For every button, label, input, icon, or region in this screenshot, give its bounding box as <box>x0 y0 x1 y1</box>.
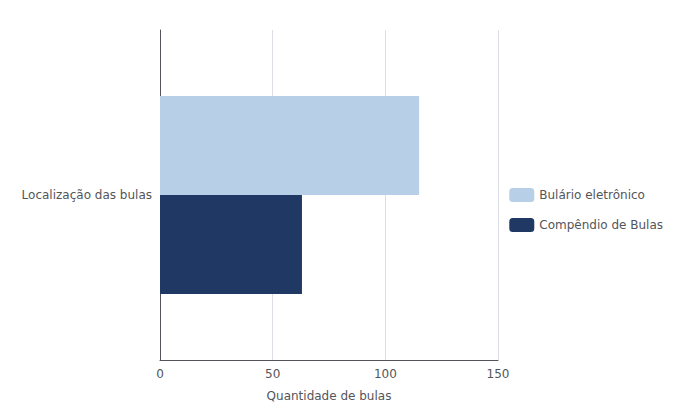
svg-text:Quantidade de bulas: Quantidade de bulas <box>267 389 392 403</box>
svg-text:Bulário eletrônico: Bulário eletrônico <box>539 188 645 202</box>
svg-text:0: 0 <box>156 367 164 381</box>
svg-text:Compêndio de Bulas: Compêndio de Bulas <box>539 218 663 232</box>
svg-text:100: 100 <box>374 367 397 381</box>
svg-text:50: 50 <box>265 367 280 381</box>
svg-text:Localização das bulas: Localização das bulas <box>22 188 152 202</box>
svg-text:150: 150 <box>487 367 510 381</box>
